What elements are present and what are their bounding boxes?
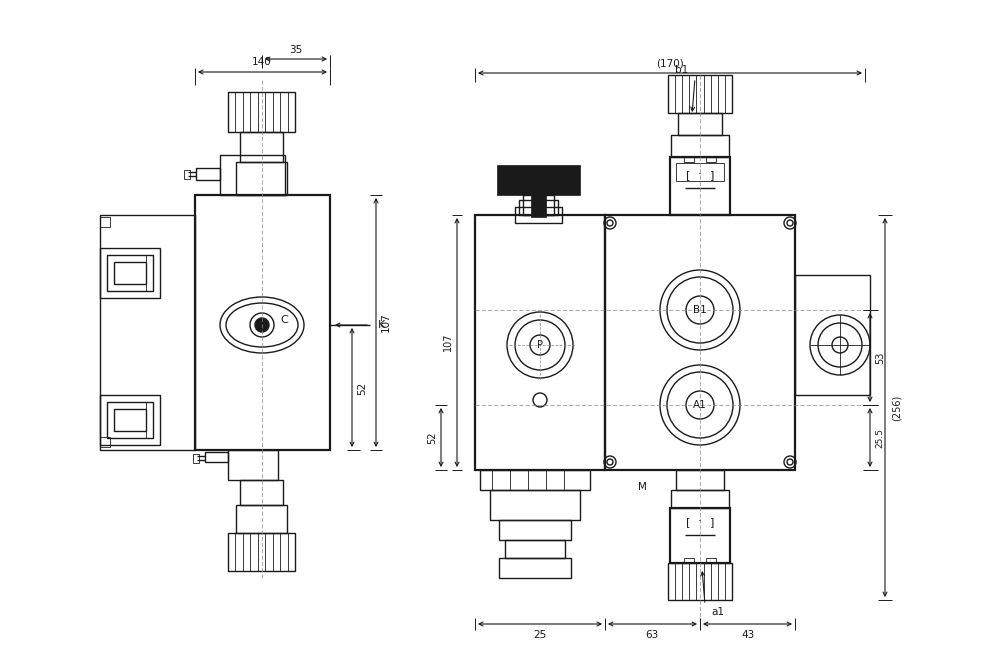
- Bar: [671, 135, 729, 157]
- Bar: [100, 217, 110, 227]
- Bar: [114, 409, 146, 431]
- Bar: [228, 533, 295, 571]
- Bar: [668, 563, 732, 600]
- Bar: [100, 395, 160, 445]
- Text: K: K: [378, 320, 385, 330]
- Bar: [193, 454, 199, 463]
- Bar: [795, 275, 870, 395]
- Text: M: M: [638, 482, 646, 492]
- Text: 25.5: 25.5: [876, 428, 885, 448]
- Text: 52: 52: [357, 381, 367, 395]
- Text: 107: 107: [443, 332, 453, 351]
- Text: 35: 35: [289, 45, 303, 55]
- Bar: [668, 75, 732, 113]
- Text: 140: 140: [252, 57, 272, 67]
- Text: [: [: [686, 517, 690, 527]
- Bar: [499, 558, 571, 578]
- Text: 52: 52: [427, 432, 437, 444]
- Text: A1: A1: [693, 400, 707, 410]
- Bar: [100, 215, 195, 450]
- Bar: [678, 113, 722, 135]
- Text: 63: 63: [645, 630, 659, 640]
- Text: 43: 43: [741, 630, 755, 640]
- Bar: [107, 402, 153, 438]
- Text: a1: a1: [712, 607, 724, 617]
- Bar: [114, 262, 146, 284]
- Bar: [236, 505, 287, 533]
- Text: C: C: [280, 315, 288, 325]
- Text: [: [: [686, 170, 690, 180]
- Bar: [240, 132, 283, 162]
- Bar: [196, 168, 220, 180]
- Polygon shape: [531, 195, 546, 217]
- Bar: [670, 508, 730, 563]
- Bar: [100, 437, 110, 447]
- Bar: [220, 155, 285, 195]
- Text: 25: 25: [533, 630, 547, 640]
- Bar: [184, 170, 190, 179]
- Bar: [240, 480, 283, 505]
- Bar: [205, 452, 228, 462]
- Text: ]: ]: [710, 517, 714, 527]
- Bar: [100, 248, 160, 298]
- Text: ·: ·: [698, 168, 702, 181]
- Bar: [515, 207, 562, 223]
- Text: 107: 107: [381, 312, 391, 332]
- Bar: [228, 92, 295, 132]
- Bar: [684, 558, 694, 563]
- Bar: [480, 470, 590, 490]
- Bar: [519, 200, 558, 215]
- Text: ]: ]: [710, 170, 714, 180]
- Bar: [671, 490, 729, 508]
- Bar: [505, 540, 565, 558]
- Polygon shape: [497, 165, 580, 195]
- Text: b1: b1: [675, 65, 689, 75]
- Bar: [490, 490, 580, 520]
- Bar: [670, 157, 730, 215]
- Bar: [684, 157, 694, 162]
- Bar: [523, 195, 554, 215]
- Bar: [706, 558, 716, 563]
- Text: (256): (256): [892, 395, 902, 421]
- Bar: [605, 215, 795, 470]
- Text: B1: B1: [693, 305, 707, 315]
- Bar: [499, 520, 571, 540]
- Text: P: P: [537, 340, 543, 350]
- Text: ·: ·: [698, 516, 702, 528]
- Bar: [236, 162, 287, 195]
- Circle shape: [255, 318, 269, 332]
- Text: (170): (170): [656, 58, 684, 68]
- Bar: [228, 450, 278, 480]
- Text: 53: 53: [875, 351, 885, 364]
- Bar: [195, 195, 330, 450]
- Bar: [676, 470, 724, 490]
- Bar: [475, 215, 605, 470]
- Bar: [107, 255, 153, 291]
- Bar: [706, 157, 716, 162]
- Bar: [676, 163, 724, 181]
